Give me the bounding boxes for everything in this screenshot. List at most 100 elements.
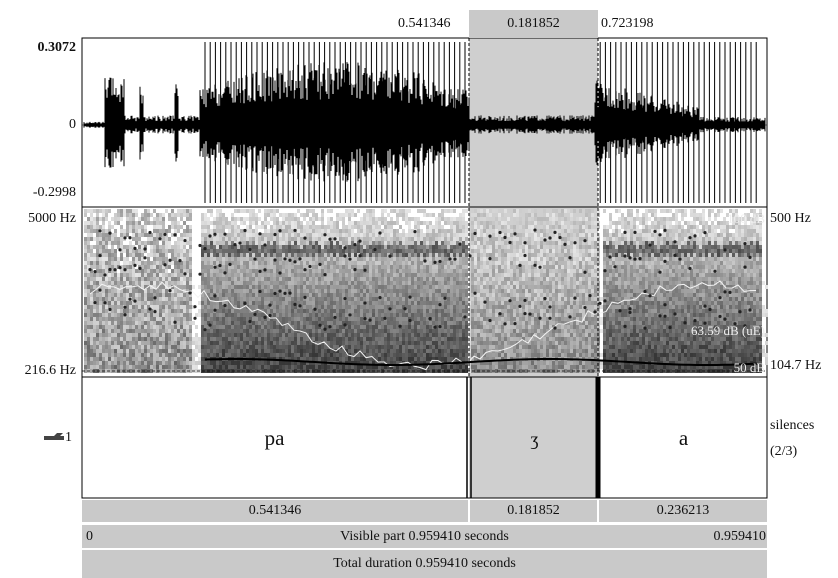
- spectrogram-cell: [132, 317, 135, 321]
- spectrogram-cell: [297, 265, 300, 269]
- spectrogram-cell: [273, 229, 276, 233]
- spectrogram-cell: [165, 281, 168, 285]
- spectrogram-cell: [465, 209, 468, 213]
- spectrogram-cell: [285, 253, 288, 257]
- spectrogram-cell: [321, 305, 324, 309]
- spectrogram-cell: [225, 277, 228, 281]
- spectrogram-cell: [156, 313, 159, 317]
- spectrogram-cell: [96, 217, 99, 221]
- spectrogram-cell: [405, 337, 408, 341]
- spectrogram-cell: [90, 313, 93, 317]
- spectrogram-cell: [456, 253, 459, 257]
- spectrogram-cell: [186, 349, 189, 353]
- spectrogram-cell: [453, 301, 456, 305]
- spectrogram-cell: [216, 261, 219, 265]
- spectrogram-cell: [408, 285, 411, 289]
- spectrogram-cell: [411, 321, 414, 325]
- spectrogram-cell: [462, 289, 465, 293]
- spectrogram-cell: [165, 345, 168, 349]
- spectrogram-cell: [87, 249, 90, 253]
- spectrogram-cell: [321, 321, 324, 325]
- spectrogram-cell: [411, 289, 414, 293]
- spectrogram-cell: [300, 241, 303, 245]
- spectrogram-cell: [129, 333, 132, 337]
- spectrogram-cell: [84, 301, 87, 305]
- spectrogram-cell: [84, 289, 87, 293]
- spectrogram-cell: [288, 281, 291, 285]
- spectrogram-cell: [291, 313, 294, 317]
- spectrogram-cell: [234, 337, 237, 341]
- spectrogram-cell: [300, 277, 303, 281]
- spectrogram-cell: [378, 245, 381, 249]
- spectrogram-cell: [267, 277, 270, 281]
- spectrogram-cell: [423, 241, 426, 245]
- spectrogram-cell: [216, 305, 219, 309]
- spectrogram-cell: [180, 313, 183, 317]
- spectrogram-cell: [360, 281, 363, 285]
- spectrogram-cell: [357, 313, 360, 317]
- spectrogram-cell: [210, 289, 213, 293]
- spectrogram-cell: [129, 353, 132, 357]
- spectrogram-cell: [144, 329, 147, 333]
- spectrogram-cell: [333, 289, 336, 293]
- spectrogram-cell: [393, 321, 396, 325]
- spectrogram-cell: [399, 301, 402, 305]
- spectrogram-cell: [447, 281, 450, 285]
- spectrogram-cell: [96, 349, 99, 353]
- spectrogram-cell: [372, 297, 375, 301]
- spectrogram-cell: [228, 289, 231, 293]
- spectrogram-cell: [282, 309, 285, 313]
- spectrogram-cell: [360, 265, 363, 269]
- spectrogram-cell: [228, 285, 231, 289]
- spectrogram-cell: [141, 241, 144, 245]
- spectrogram-cell: [192, 353, 195, 357]
- spectrogram-cell: [138, 321, 141, 325]
- spectrogram-cell: [297, 345, 300, 349]
- spectrogram-cell: [417, 305, 420, 309]
- spectrogram-cell: [129, 209, 132, 213]
- spectrogram-cell: [456, 329, 459, 333]
- spectrogram-cell: [459, 237, 462, 241]
- spectrogram-cell: [375, 221, 378, 225]
- spectrogram-cell: [132, 273, 135, 277]
- spectrogram-cell: [462, 357, 465, 361]
- spectrogram-cell: [471, 237, 474, 241]
- spectrogram-cell: [234, 365, 237, 369]
- spectrogram-cell: [384, 229, 387, 233]
- spectrogram-cell: [303, 337, 306, 341]
- spectrogram-cell: [147, 361, 150, 365]
- spectrogram-cell: [369, 329, 372, 333]
- spectrogram-cell: [303, 349, 306, 353]
- spectrogram-cell: [300, 245, 303, 249]
- spectrogram-cell: [267, 261, 270, 265]
- spectrogram-cell: [333, 333, 336, 337]
- spectrogram-cell: [429, 257, 432, 261]
- spectrogram-cell: [195, 353, 198, 357]
- spectrogram-cell: [462, 245, 465, 249]
- spectrogram-cell: [90, 305, 93, 309]
- spectrogram-cell: [177, 265, 180, 269]
- spectrogram-cell: [348, 261, 351, 265]
- spectrogram-cell: [429, 269, 432, 273]
- spectrogram-cell: [114, 301, 117, 305]
- spectrogram-cell: [222, 313, 225, 317]
- spectrogram-cell: [99, 237, 102, 241]
- spectrogram-cell: [255, 301, 258, 305]
- spectrogram-cell: [375, 313, 378, 317]
- spectrogram-cell: [120, 361, 123, 365]
- spectrogram-cell: [213, 221, 216, 225]
- spectrogram-cell: [363, 293, 366, 297]
- spectrogram-cell: [381, 245, 384, 249]
- spectrogram-cell: [201, 221, 204, 225]
- spectrogram-cell: [291, 221, 294, 225]
- spectrogram-cell: [351, 281, 354, 285]
- spectrogram-cell: [264, 233, 267, 237]
- spectrogram-cell: [402, 241, 405, 245]
- spectrogram-cell: [441, 253, 444, 257]
- spectrogram-cell: [441, 317, 444, 321]
- spectrogram-cell: [300, 365, 303, 369]
- spectrogram-cell: [426, 225, 429, 229]
- spectrogram-cell: [204, 257, 207, 261]
- spectrogram-cell: [285, 337, 288, 341]
- spectrogram-cell: [303, 309, 306, 313]
